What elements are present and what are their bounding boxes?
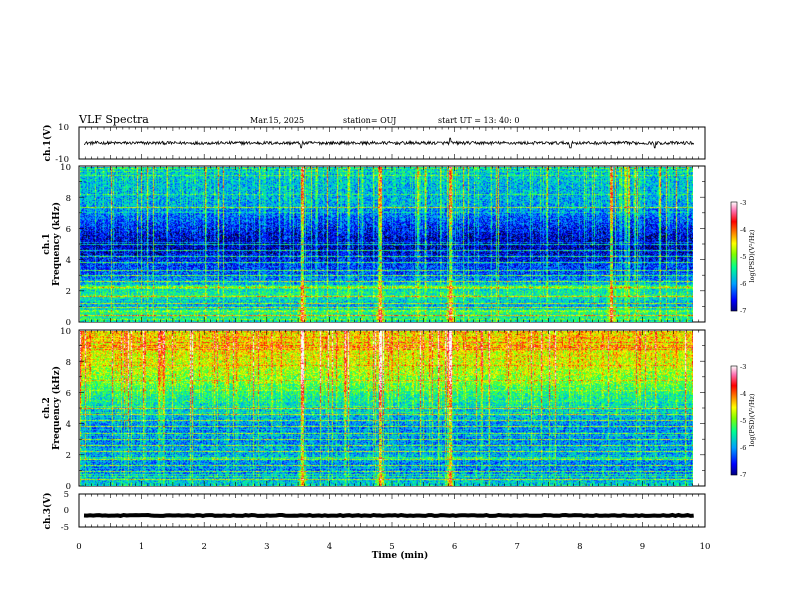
time-tick-label: 4	[327, 542, 332, 552]
ch1-spectrogram-image	[80, 167, 693, 322]
ch1-ylabel: ch.1(V)	[42, 125, 53, 162]
ch1-freq-tick-8: 8	[66, 194, 71, 204]
time-tick-label: 9	[640, 542, 645, 552]
ch3-waveform-panel: 5 0 -5 ch.3(V)	[42, 490, 706, 533]
ch2-colorbar: -3 -4 -5 -6 -7 log(PSD)(V²/Hz)	[730, 363, 756, 479]
ch2-spectrogram-panel: 0 2 4 6 8 10 ch.2 Frequency (kHz)	[42, 327, 706, 492]
ch2-cb-tick-m6: -6	[740, 444, 746, 452]
ch1-cb-tick-m4: -4	[740, 226, 746, 234]
ch1-cb-tick-m5: -5	[740, 253, 746, 261]
ch1-freq-tick-0: 0	[66, 318, 71, 328]
ch2-freq-tick-8: 8	[66, 358, 71, 368]
station-label: station= OUJ	[343, 116, 396, 125]
ch1-cb-tick-m3: -3	[740, 199, 746, 207]
ch1-colorbar: -3 -4 -5 -6 -7 log(PSD)(V²/Hz)	[730, 199, 756, 315]
ch2-frequency-tick-labels: 0 2 4 6 8 10	[60, 327, 71, 492]
ch2-frequency-ticks	[79, 329, 705, 487]
ch1-ylabel-frequency: Frequency (kHz)	[51, 202, 62, 286]
time-tick-label: 3	[264, 542, 269, 552]
ch2-freq-tick-10: 10	[60, 327, 71, 337]
ch1-waveform-panel: 10 -10 ch.1(V)	[42, 123, 706, 165]
ch1-ylabel-channel: ch.1	[42, 233, 52, 254]
x-axis-label: Time (min)	[372, 550, 429, 561]
time-tick-labels: 0 1 2 3 4 5 6 7 8 9 10	[76, 542, 710, 552]
ch3-trace	[83, 512, 694, 518]
ch1-cb-tick-m7: -7	[740, 307, 746, 315]
ch3-ytick-mid: 0	[64, 506, 69, 516]
time-tick-label: 7	[514, 542, 519, 552]
ch3-panel-frame	[78, 493, 706, 528]
ch2-colorbar-scale	[730, 365, 738, 476]
ch1-freq-tick-6: 6	[66, 225, 71, 235]
ch1-trace	[84, 137, 695, 149]
ch1-colorbar-scale	[730, 201, 738, 312]
ch2-cb-tick-m3: -3	[740, 363, 746, 371]
time-tick-label: 8	[577, 542, 582, 552]
ch2-colorbar-label: log(PSD)(V²/Hz)	[748, 393, 756, 446]
ch2-cb-tick-m7: -7	[740, 471, 746, 479]
time-tick-label: 5	[389, 542, 394, 552]
ch2-freq-tick-4: 4	[66, 420, 71, 430]
ch1-ytick-top: 10	[58, 123, 69, 133]
date-label: Mar.15, 2025	[250, 116, 304, 125]
ch2-cb-tick-m5: -5	[740, 417, 746, 425]
ch3-ytick-bottom: -5	[61, 523, 69, 533]
ch2-ylabel-frequency: Frequency (kHz)	[51, 366, 62, 450]
ch3-ylabel: ch.3(V)	[42, 493, 53, 530]
time-ticks	[78, 127, 706, 527]
ch1-freq-tick-10: 10	[60, 163, 71, 173]
ch1-frequency-tick-labels: 0 2 4 6 8 10	[60, 163, 71, 328]
ch2-freq-tick-2: 2	[66, 451, 71, 461]
time-tick-label: 6	[452, 542, 457, 552]
time-tick-label: 0	[76, 542, 81, 552]
start-time-label: start UT = 13: 40: 0	[438, 116, 519, 125]
ch1-frequency-ticks	[79, 165, 705, 323]
ch1-ytick-bottom: -10	[55, 155, 69, 165]
time-tick-label: 10	[700, 542, 711, 552]
ch2-cb-tick-m4: -4	[740, 390, 746, 398]
ch1-cb-tick-m6: -6	[740, 280, 746, 288]
ch2-freq-tick-0: 0	[66, 482, 71, 492]
ch3-ytick-top: 5	[64, 490, 69, 500]
ch2-freq-tick-6: 6	[66, 389, 71, 399]
ch1-colorbar-label: log(PSD)(V²/Hz)	[748, 229, 756, 282]
time-tick-label: 2	[201, 542, 206, 552]
ch1-freq-tick-2: 2	[66, 287, 71, 297]
ch2-spectrogram-image	[80, 331, 693, 486]
ch1-freq-tick-4: 4	[66, 256, 71, 266]
figure-title: VLF Spectra	[78, 113, 149, 126]
ch1-spectrogram-panel: 0 2 4 6 8 10 ch.1 Frequency (kHz)	[42, 163, 706, 328]
ch2-ylabel-channel: ch.2	[42, 397, 52, 418]
time-tick-label: 1	[139, 542, 144, 552]
